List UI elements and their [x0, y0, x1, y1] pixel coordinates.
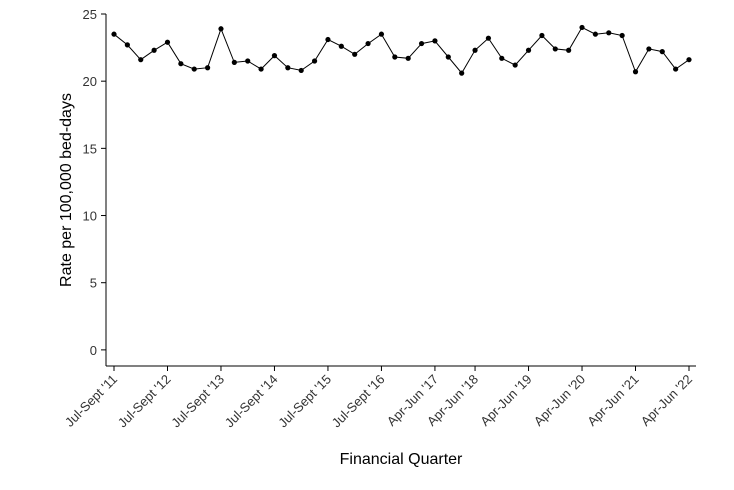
data-point: [512, 62, 518, 68]
x-tick-label: Jul-Sept '16: [329, 372, 388, 431]
series-points: [111, 24, 692, 76]
y-tick-label: 0: [90, 343, 97, 358]
x-tick-label: Apr-Jun '21: [584, 372, 641, 429]
data-point: [352, 51, 358, 57]
data-point: [151, 47, 157, 53]
data-point: [646, 46, 652, 52]
data-point: [686, 57, 692, 63]
data-point: [111, 31, 117, 37]
data-point: [178, 61, 184, 67]
y-tick-label: 5: [90, 276, 97, 291]
data-point: [405, 55, 411, 61]
x-tick-label: Jul-Sept '12: [115, 372, 174, 431]
data-point: [673, 66, 679, 72]
data-point: [485, 35, 492, 41]
data-point: [418, 40, 425, 47]
data-point: [191, 66, 197, 72]
data-point: [271, 53, 278, 59]
data-point: [325, 36, 331, 43]
data-point: [499, 55, 505, 61]
data-point: [365, 40, 371, 47]
data-point: [445, 54, 451, 60]
data-point: [619, 32, 625, 39]
y-tick-label: 10: [83, 209, 97, 224]
data-point: [432, 38, 438, 44]
x-tick-label: Apr-Jun '20: [531, 372, 588, 429]
data-point: [525, 47, 532, 53]
series-line: [113, 26, 690, 74]
y-tick-label: 25: [83, 7, 97, 22]
x-tick-label: Jul-Sept '15: [275, 372, 334, 431]
data-point: [592, 31, 598, 37]
y-tick-label: 20: [83, 74, 97, 89]
y-axis-title: Rate per 100,000 bed-days: [58, 93, 75, 287]
data-point: [552, 46, 558, 52]
data-point: [164, 39, 171, 45]
data-point: [659, 49, 665, 55]
y-tick-label: 15: [83, 141, 97, 156]
data-point: [285, 65, 291, 71]
data-point: [311, 58, 318, 64]
data-point: [459, 70, 465, 76]
x-tick-label: Jul-Sept '11: [62, 372, 120, 430]
x-axis-title: Financial Quarter: [340, 451, 463, 468]
data-point: [205, 65, 211, 71]
data-point: [218, 26, 224, 32]
data-point: [138, 57, 144, 63]
data-point: [606, 30, 612, 36]
data-point: [298, 67, 304, 74]
data-point: [632, 69, 639, 75]
y-axis-ticks: 0 5 10 15 20 25: [83, 7, 106, 358]
data-point: [579, 24, 585, 31]
data-point: [566, 47, 572, 53]
data-point: [472, 47, 478, 53]
x-tick-label: Jul-Sept '14: [222, 372, 281, 431]
data-point: [231, 59, 237, 65]
data-point: [338, 43, 344, 49]
x-tick-label: Apr-Jun '19: [477, 372, 534, 429]
data-point: [539, 32, 545, 39]
x-tick-label: Apr-Jun '22: [638, 372, 695, 429]
data-point: [124, 42, 130, 48]
data-point: [245, 58, 251, 64]
data-point: [392, 54, 398, 60]
data-point: [258, 66, 264, 72]
x-tick-label: Jul-Sept '13: [168, 372, 227, 431]
data-point: [378, 31, 385, 37]
